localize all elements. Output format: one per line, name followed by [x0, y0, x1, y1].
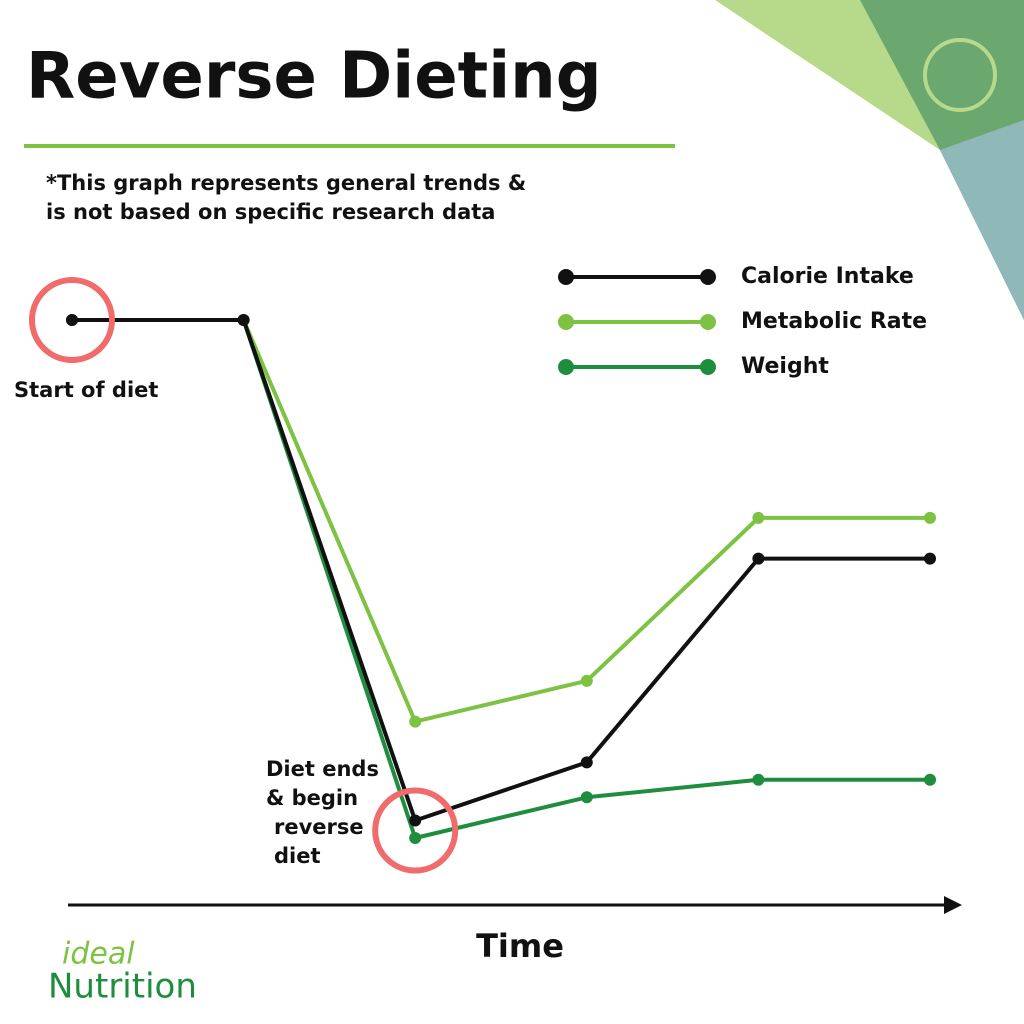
- point: [752, 552, 765, 565]
- legend-marker: [700, 269, 716, 285]
- legend-marker: [558, 314, 574, 330]
- point: [237, 314, 250, 326]
- logo-text: ideal: [62, 937, 135, 972]
- legend-marker: [700, 314, 716, 330]
- point: [66, 314, 78, 326]
- legend-label: Calorie Intake: [741, 264, 914, 289]
- annotation-circle: [372, 787, 459, 874]
- line: [72, 318, 930, 823]
- point: [924, 552, 936, 565]
- chart-title: Reverse Dieting: [26, 40, 602, 114]
- decor-triangle: [940, 120, 1024, 320]
- decor-triangle: [860, 0, 1024, 320]
- line: [72, 318, 930, 724]
- annotation: & begin: [266, 786, 358, 810]
- subtitle: *This graph represents general trends &: [46, 171, 526, 195]
- annotation: diet: [274, 844, 321, 868]
- annotation: reverse: [274, 815, 364, 839]
- line: [72, 318, 930, 840]
- legend-label: Metabolic Rate: [741, 309, 927, 334]
- logo-icon: [923, 38, 997, 112]
- logo-text: Nutrition: [48, 967, 197, 1007]
- point: [924, 773, 936, 786]
- annotation: Diet ends: [266, 757, 379, 781]
- point: [752, 511, 765, 524]
- point: [580, 791, 593, 804]
- point: [409, 832, 422, 844]
- x-axis-arrow: [944, 896, 962, 914]
- legend-marker: [700, 359, 716, 375]
- annotation-circle: [29, 277, 115, 363]
- point: [409, 814, 422, 827]
- legend-marker: [558, 359, 574, 375]
- point: [409, 715, 422, 728]
- legend-label: Weight: [741, 354, 829, 379]
- point: [580, 674, 593, 687]
- annotation: Start of diet: [14, 378, 158, 402]
- point: [580, 756, 593, 769]
- point: [924, 511, 936, 524]
- subtitle: is not based on specific research data: [46, 200, 495, 224]
- x-axis-label: Time: [476, 927, 564, 965]
- point: [752, 773, 765, 786]
- legend-marker: [558, 269, 574, 285]
